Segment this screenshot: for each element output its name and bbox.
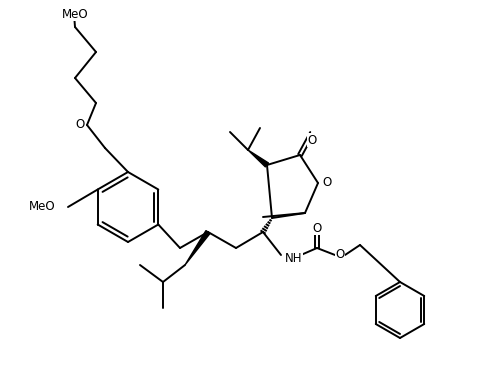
Text: MeO: MeO [62, 7, 89, 21]
Polygon shape [248, 150, 269, 167]
Text: MeO: MeO [29, 201, 55, 213]
Text: O: O [312, 222, 322, 234]
Text: O: O [336, 248, 344, 262]
Polygon shape [185, 230, 210, 265]
Text: O: O [308, 133, 317, 147]
Text: O: O [322, 177, 331, 189]
Text: O: O [75, 118, 85, 132]
Text: NH: NH [285, 251, 303, 265]
